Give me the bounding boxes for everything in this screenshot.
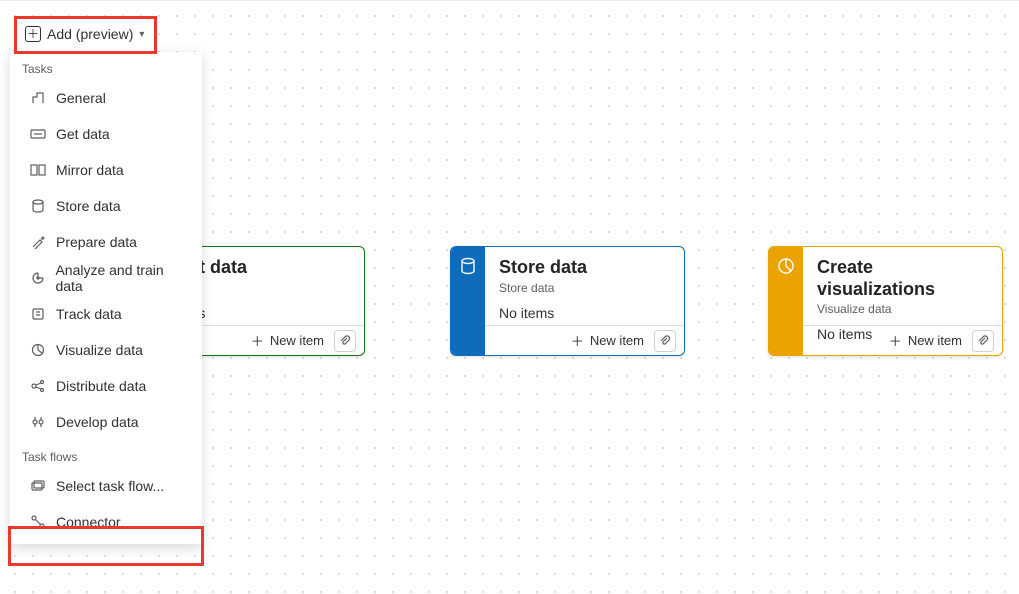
attach-button[interactable] — [334, 330, 356, 352]
menu-item-label: Connector — [56, 514, 121, 530]
menu-item-store-data[interactable]: Store data — [10, 188, 202, 224]
store-data-icon — [30, 198, 46, 214]
menu-item-develop-data[interactable]: Develop data — [10, 404, 202, 440]
card-title: ect data — [179, 257, 352, 279]
menu-item-track-data[interactable]: Track data — [10, 296, 202, 332]
mirror-data-icon — [30, 162, 46, 178]
analyze-icon — [30, 270, 45, 286]
menu-item-label: General — [56, 90, 106, 106]
attachment-icon — [339, 335, 351, 347]
menu-item-general[interactable]: General — [10, 80, 202, 116]
menu-item-get-data[interactable]: Get data — [10, 116, 202, 152]
card-footer: ＋ New item — [803, 325, 1002, 355]
new-item-button[interactable]: ＋ New item — [567, 329, 648, 352]
new-item-button[interactable]: ＋ New item — [885, 329, 966, 352]
add-dropdown-menu: Tasks General Get data Mirror data Store… — [10, 52, 202, 544]
taskflows-section-label: Task flows — [10, 440, 202, 468]
new-item-button[interactable]: ＋ New item — [247, 329, 328, 352]
pie-chart-icon — [777, 257, 795, 275]
menu-item-label: Develop data — [56, 414, 139, 430]
menu-item-distribute-data[interactable]: Distribute data — [10, 368, 202, 404]
card-subtitle: ta — [179, 281, 352, 295]
develop-icon — [30, 414, 46, 430]
plus-icon: ＋ — [889, 331, 902, 350]
get-data-icon — [30, 126, 46, 142]
card-subtitle: Visualize data — [817, 302, 990, 316]
connector-icon — [30, 514, 46, 530]
plus-icon: ＋ — [571, 331, 584, 350]
attach-button[interactable] — [654, 330, 676, 352]
new-item-label: New item — [270, 333, 324, 348]
menu-item-select-task-flow[interactable]: Select task flow... — [10, 468, 202, 504]
menu-item-label: Analyze and train data — [55, 262, 190, 294]
menu-item-mirror-data[interactable]: Mirror data — [10, 152, 202, 188]
menu-item-visualize-data[interactable]: Visualize data — [10, 332, 202, 368]
new-item-label: New item — [590, 333, 644, 348]
menu-item-label: Track data — [56, 306, 122, 322]
card-status: ems — [179, 305, 352, 321]
new-item-label: New item — [908, 333, 962, 348]
add-button-label: Add (preview) — [47, 26, 133, 42]
add-button-highlight: ＋ Add (preview) ▾ — [14, 16, 157, 54]
menu-item-connector[interactable]: Connector — [10, 504, 202, 540]
card-subtitle: Store data — [499, 281, 672, 295]
add-preview-button[interactable]: ＋ Add (preview) ▾ — [21, 19, 148, 49]
track-data-icon — [30, 306, 46, 322]
card-create-visualizations[interactable]: Create visualizations Visualize data No … — [768, 246, 1003, 356]
card-accent — [451, 247, 485, 355]
card-body: Create visualizations Visualize data No … — [803, 247, 1002, 355]
chevron-down-icon: ▾ — [139, 29, 144, 40]
menu-item-label: Visualize data — [56, 342, 143, 358]
attach-button[interactable] — [972, 330, 994, 352]
menu-item-label: Prepare data — [56, 234, 137, 250]
plus-icon: ＋ — [251, 331, 264, 350]
attachment-icon — [977, 335, 989, 347]
card-footer: ＋ New item — [485, 325, 684, 355]
distribute-icon — [30, 378, 46, 394]
card-title: Store data — [499, 257, 672, 279]
menu-item-label: Distribute data — [56, 378, 146, 394]
database-icon — [460, 257, 476, 275]
prepare-data-icon — [30, 234, 46, 250]
menu-item-label: Select task flow... — [56, 478, 164, 494]
menu-item-analyze-train[interactable]: Analyze and train data — [10, 260, 202, 296]
card-status: No items — [499, 305, 672, 321]
card-body: Store data Store data No items ＋ New ite… — [485, 247, 684, 355]
menu-item-prepare-data[interactable]: Prepare data — [10, 224, 202, 260]
card-title: Create visualizations — [817, 257, 990, 300]
card-store-data[interactable]: Store data Store data No items ＋ New ite… — [450, 246, 685, 356]
visualize-icon — [30, 342, 46, 358]
general-icon — [30, 90, 46, 106]
taskflow-icon — [30, 478, 46, 494]
plus-icon: ＋ — [25, 26, 41, 42]
menu-item-label: Store data — [56, 198, 121, 214]
card-accent — [769, 247, 803, 355]
attachment-icon — [659, 335, 671, 347]
tasks-section-label: Tasks — [10, 52, 202, 80]
menu-item-label: Get data — [56, 126, 110, 142]
menu-item-label: Mirror data — [56, 162, 124, 178]
